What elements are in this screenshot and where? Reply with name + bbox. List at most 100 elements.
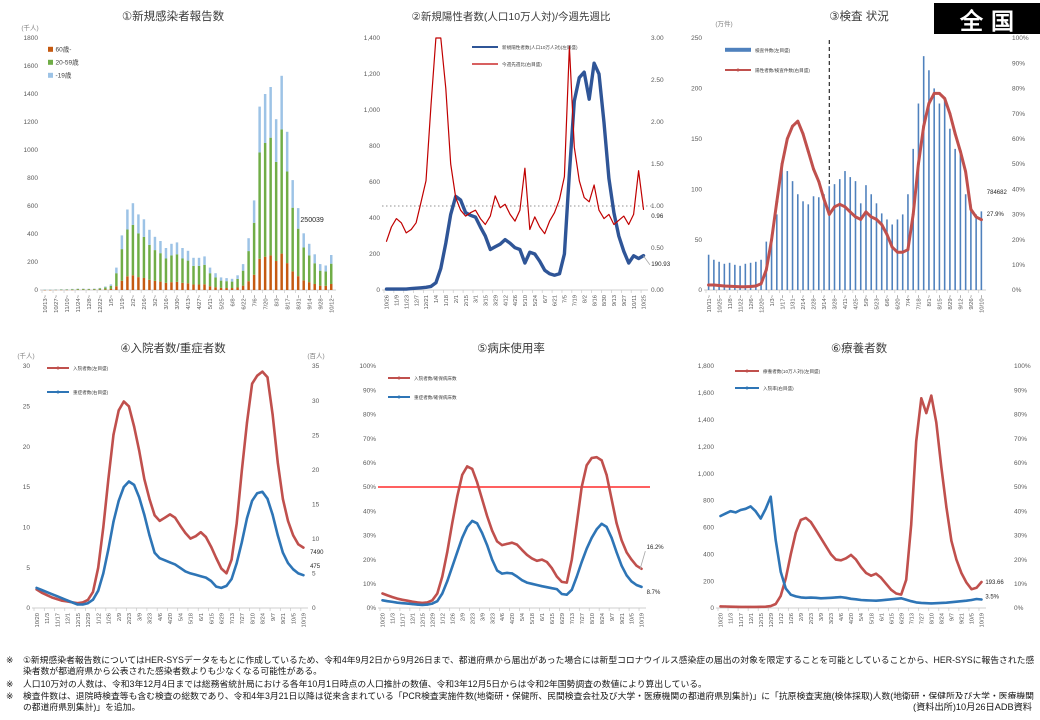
svg-text:4/12: 4/12: [503, 295, 509, 306]
svg-text:7/4~: 7/4~: [906, 294, 912, 306]
svg-text:1,400: 1,400: [698, 417, 715, 424]
svg-text:20: 20: [23, 444, 31, 451]
svg-text:5/23~: 5/23~: [875, 294, 881, 309]
svg-text:40%: 40%: [1012, 186, 1025, 193]
svg-text:7/6~: 7/6~: [252, 294, 258, 306]
svg-text:9/21: 9/21: [281, 613, 287, 624]
unit-left: (千人): [21, 23, 38, 32]
svg-text:100%: 100%: [359, 363, 376, 370]
svg-text:80%: 80%: [1012, 86, 1025, 93]
svg-text:600: 600: [703, 525, 714, 532]
svg-text:600: 600: [369, 179, 380, 186]
svg-text:30%: 30%: [1014, 533, 1027, 540]
svg-text:3/14~: 3/14~: [822, 294, 828, 309]
svg-text:3/29: 3/29: [493, 295, 499, 306]
svg-text:12/29: 12/29: [86, 613, 92, 628]
svg-text:25: 25: [23, 404, 31, 411]
svg-text:400: 400: [369, 215, 380, 222]
svg-text:入院率(右目盛): 入院率(右目盛): [763, 385, 794, 392]
svg-text:10/20: 10/20: [719, 613, 725, 628]
svg-text:3/23: 3/23: [490, 613, 496, 624]
data-label: 7490: [310, 550, 324, 556]
svg-text:0%: 0%: [367, 605, 377, 612]
svg-text:100%: 100%: [1012, 35, 1029, 42]
svg-text:10/5: 10/5: [970, 613, 976, 624]
svg-text:9/28~: 9/28~: [318, 294, 324, 309]
svg-text:1400: 1400: [24, 91, 39, 98]
svg-text:4/6: 4/6: [500, 613, 506, 621]
svg-text:8/17~: 8/17~: [285, 294, 291, 309]
svg-text:5/4: 5/4: [178, 612, 184, 621]
svg-text:7/27: 7/27: [240, 613, 246, 624]
data-label: 475: [310, 564, 321, 570]
annotations: 193.66 3.5%: [985, 580, 1004, 601]
svg-text:7/20~: 7/20~: [263, 294, 269, 309]
svg-text:4/20: 4/20: [168, 613, 174, 624]
svg-text:1/5~: 1/5~: [109, 294, 115, 306]
svg-text:0: 0: [34, 287, 38, 294]
svg-text:8/24: 8/24: [261, 612, 267, 624]
svg-text:-19歳: -19歳: [56, 71, 72, 80]
svg-text:4/6: 4/6: [158, 613, 164, 621]
svg-text:1,200: 1,200: [364, 71, 381, 78]
svg-text:12/22~: 12/22~: [98, 294, 104, 313]
unit-left: (千人): [17, 351, 34, 360]
svg-text:150: 150: [691, 136, 702, 143]
svg-text:2.50: 2.50: [651, 77, 664, 84]
svg-text:10%: 10%: [1012, 262, 1025, 269]
data-label: 784682: [987, 190, 1008, 196]
svg-text:5/4: 5/4: [859, 612, 865, 621]
svg-text:2/15: 2/15: [464, 295, 470, 306]
svg-text:2/23: 2/23: [127, 613, 133, 624]
svg-text:15: 15: [312, 501, 320, 508]
data-label: 190.93: [651, 261, 670, 268]
chart-recuperating-patients: ⑥療養者数 0 200 400 600 800 1,000 1,200 1,400 1,600 1,…: [698, 341, 1031, 628]
svg-text:1600: 1600: [24, 63, 39, 70]
svg-text:60%: 60%: [1014, 460, 1027, 467]
svg-text:30%: 30%: [1012, 212, 1025, 219]
svg-text:800: 800: [703, 498, 714, 505]
svg-text:10/11~: 10/11~: [707, 294, 713, 312]
chart-title: ①新規感染者報告数: [122, 9, 225, 23]
svg-text:11/23: 11/23: [404, 295, 410, 309]
svg-text:8/15~: 8/15~: [938, 294, 944, 309]
svg-text:10/12~: 10/12~: [329, 294, 335, 313]
series: [381, 455, 643, 607]
series: [43, 75, 333, 291]
svg-text:9/27: 9/27: [622, 295, 628, 306]
svg-text:1/31~: 1/31~: [791, 294, 797, 309]
chart-hospitalized-severe: ④入院者数/重症者数 (千人) (百人) 0 5 10 15 20 25 30 0 5 10 15 20 25…: [17, 341, 324, 628]
svg-text:2/28~: 2/28~: [812, 294, 818, 309]
svg-text:4/11~: 4/11~: [843, 294, 849, 309]
svg-text:7/5: 7/5: [563, 295, 569, 303]
region-label: 全国: [960, 7, 1022, 34]
svg-text:4/20: 4/20: [510, 613, 516, 624]
data-label: 0.96: [651, 213, 664, 220]
legend: 検査件数(左目盛) 陽性者数/検査件数(右目盛): [725, 47, 810, 74]
svg-text:1200: 1200: [24, 119, 39, 126]
series: [384, 37, 646, 291]
line-series: [384, 61, 646, 291]
svg-text:70%: 70%: [1014, 436, 1027, 443]
svg-text:200: 200: [691, 86, 702, 93]
svg-text:8/2: 8/2: [582, 295, 588, 303]
svg-text:1/26: 1/26: [107, 613, 113, 624]
svg-text:9/7: 9/7: [271, 613, 277, 621]
svg-text:3/15: 3/15: [484, 295, 490, 306]
svg-text:2/9: 2/9: [117, 613, 123, 621]
data-label: 16.2%: [647, 545, 665, 551]
series: [35, 370, 305, 606]
svg-text:200: 200: [703, 578, 714, 585]
line-series: [381, 455, 643, 605]
annotations: 0.96 190.93: [643, 213, 671, 268]
svg-text:3/30~: 3/30~: [175, 294, 181, 309]
svg-text:2/23: 2/23: [809, 613, 815, 624]
legend: 新規陽性者数(人口10万人対)(左目盛) 今週先週比(右目盛): [472, 44, 578, 68]
svg-text:0.50: 0.50: [651, 245, 664, 252]
svg-text:12/8~: 12/8~: [87, 294, 93, 309]
svg-text:800: 800: [369, 143, 380, 150]
svg-text:検査件数(左目盛): 検査件数(左目盛): [755, 47, 791, 54]
svg-text:6/1: 6/1: [879, 613, 885, 621]
svg-text:1/12: 1/12: [779, 613, 785, 624]
